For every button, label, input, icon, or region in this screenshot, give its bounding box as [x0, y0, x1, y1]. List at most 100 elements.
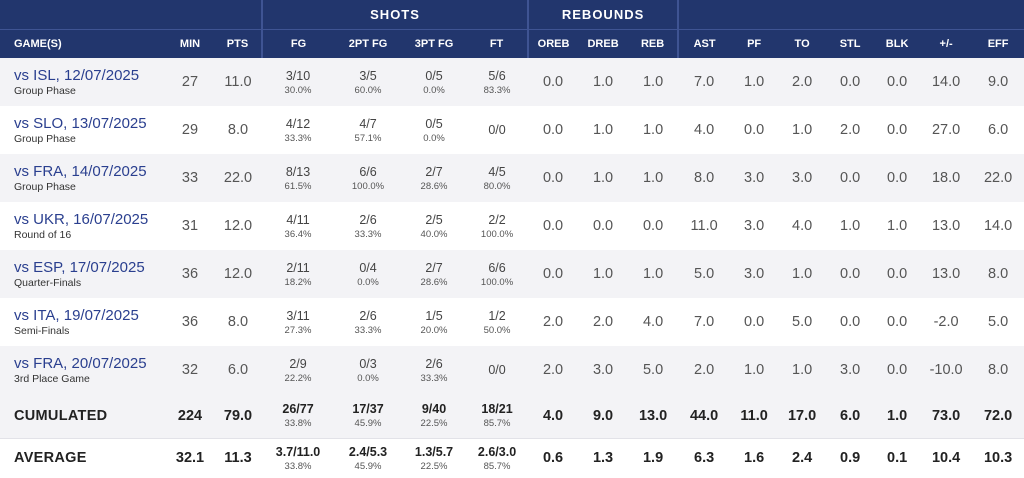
- game-min: 29: [166, 106, 214, 154]
- game-plus-minus: -10.0: [920, 346, 973, 394]
- game-opponent-link[interactable]: vs ITA, 19/07/2025: [14, 307, 139, 324]
- game-to: 4.0: [778, 202, 827, 250]
- game-2pt: 2/6 33.3%: [334, 298, 403, 346]
- game-ft: 4/5 80.0%: [466, 154, 529, 202]
- cumulated-fg: 26/77 33.8%: [262, 394, 335, 438]
- game-opponent-link[interactable]: vs FRA, 20/07/2025: [14, 355, 147, 372]
- game-3pt-made: 2/5: [425, 212, 443, 227]
- game-fg-made: 2/9: [289, 356, 307, 371]
- cumulated-ft: 18/21 85.7%: [466, 394, 529, 438]
- game-2pt-pct: 33.3%: [354, 324, 382, 336]
- col-header-2pt-fg[interactable]: 2PT FG: [334, 28, 403, 58]
- game-opponent-link[interactable]: vs ISL, 12/07/2025: [14, 67, 140, 84]
- cumulated-2pt-made: 17/37: [352, 402, 384, 417]
- col-header-ft[interactable]: FT: [466, 28, 529, 58]
- game-pts: 12.0: [214, 250, 263, 298]
- col-header-pts[interactable]: PTS: [214, 28, 263, 58]
- col-header-min[interactable]: MIN: [166, 28, 214, 58]
- col-header-dreb[interactable]: DREB: [578, 28, 629, 58]
- game-row: vs ISL, 12/07/2025 Group Phase 27 11.0 3/10 3…: [0, 58, 1024, 106]
- game-ast: 2.0: [678, 346, 731, 394]
- game-fg-pct: 18.2%: [284, 276, 312, 288]
- game-ast: 7.0: [678, 58, 731, 106]
- average-2pt: 2.4/5.3 45.9%: [334, 437, 403, 478]
- col-header-eff[interactable]: EFF: [972, 28, 1024, 58]
- col-header-fg[interactable]: FG: [261, 28, 335, 58]
- col-header-blk[interactable]: BLK: [874, 28, 921, 58]
- game-fg-made: 4/11: [286, 212, 310, 227]
- game-stage: Round of 16: [14, 229, 72, 241]
- game-3pt-pct: 33.3%: [420, 372, 448, 384]
- cumulated-pts: 79.0: [214, 394, 263, 438]
- cumulated-3pt: 9/40 22.5%: [402, 394, 467, 438]
- game-oreb: 0.0: [528, 154, 579, 202]
- average-ast: 6.3: [678, 437, 731, 478]
- game-opponent-link[interactable]: vs UKR, 16/07/2025: [14, 211, 149, 228]
- game-2pt-pct: 33.3%: [354, 228, 382, 240]
- game-ft-made: 1/2: [488, 308, 506, 323]
- cumulated-2pt: 17/37 45.9%: [334, 394, 403, 438]
- col-header-3pt-fg[interactable]: 3PT FG: [402, 28, 467, 58]
- game-2pt-pct: 0.0%: [357, 276, 379, 288]
- game-2pt-pct: 60.0%: [354, 84, 382, 96]
- col-header-pf[interactable]: PF: [730, 28, 779, 58]
- average-eff: 10.3: [972, 437, 1024, 478]
- game-2pt: 6/6 100.0%: [334, 154, 403, 202]
- cumulated-oreb: 4.0: [528, 394, 579, 438]
- cumulated-stl: 6.0: [826, 394, 875, 438]
- game-min: 36: [166, 250, 214, 298]
- game-2pt: 4/7 57.1%: [334, 106, 403, 154]
- cumulated-min: 224: [166, 394, 214, 438]
- col-header-oreb[interactable]: OREB: [527, 28, 579, 58]
- game-pts: 22.0: [214, 154, 263, 202]
- average-to: 2.4: [778, 437, 827, 478]
- game-3pt-made: 0/5: [425, 116, 443, 131]
- average-2pt-made: 2.4/5.3: [348, 444, 388, 459]
- game-2pt: 3/5 60.0%: [334, 58, 403, 106]
- game-ast: 11.0: [678, 202, 731, 250]
- col-header-plus-minus[interactable]: +/-: [920, 28, 973, 58]
- average-row: AVERAGE 32.1 11.3 3.7/11.0 33.8% 2.4/5.3 4…: [0, 437, 1024, 478]
- game-ft-pct: 100.0%: [480, 228, 514, 240]
- game-row: vs FRA, 20/07/2025 3rd Place Game 32 6.0 2/9…: [0, 346, 1024, 394]
- col-header-games[interactable]: GAME(S): [0, 28, 166, 58]
- game-blk: 0.0: [874, 58, 921, 106]
- game-3pt-pct: 40.0%: [420, 228, 448, 240]
- average-fg-pct: 33.8%: [284, 460, 312, 472]
- game-2pt-made: 6/6: [359, 164, 377, 179]
- cumulated-fg-pct: 33.8%: [284, 418, 312, 430]
- game-reb: 1.0: [628, 250, 679, 298]
- game-ft-pct: 100.0%: [480, 276, 514, 288]
- game-stl: 0.0: [826, 154, 875, 202]
- game-2pt-made: 3/5: [359, 68, 377, 83]
- cumulated-ft-made: 18/21: [481, 402, 513, 417]
- game-opponent-link[interactable]: vs SLO, 13/07/2025: [14, 115, 147, 132]
- game-row: vs ESP, 17/07/2025 Quarter-Finals 36 12.0 2/…: [0, 250, 1024, 298]
- average-ft-pct: 85.7%: [483, 460, 511, 472]
- col-header-ast[interactable]: AST: [677, 28, 731, 58]
- game-min: 36: [166, 298, 214, 346]
- average-min: 32.1: [166, 437, 214, 478]
- average-pts: 11.3: [214, 437, 263, 478]
- col-header-reb[interactable]: REB: [628, 28, 679, 58]
- game-opponent-link[interactable]: vs ESP, 17/07/2025: [14, 259, 145, 276]
- game-fg-pct: 61.5%: [284, 180, 312, 192]
- game-ft-pct: 80.0%: [483, 180, 511, 192]
- game-plus-minus: 27.0: [920, 106, 973, 154]
- game-rows: vs ISL, 12/07/2025 Group Phase 27 11.0 3/10 3…: [0, 58, 1024, 394]
- game-opponent-link[interactable]: vs FRA, 14/07/2025: [14, 163, 147, 180]
- average-blk: 0.1: [874, 437, 921, 478]
- cumulated-pf: 11.0: [730, 394, 779, 438]
- game-3pt: 0/5 0.0%: [402, 106, 467, 154]
- game-blk: 0.0: [874, 154, 921, 202]
- col-header-to[interactable]: TO: [778, 28, 827, 58]
- game-fg: 3/10 30.0%: [262, 58, 335, 106]
- game-oreb: 2.0: [528, 298, 579, 346]
- game-fg-pct: 22.2%: [284, 372, 312, 384]
- game-reb: 1.0: [628, 154, 679, 202]
- game-fg-made: 3/10: [285, 68, 311, 83]
- game-row: vs UKR, 16/07/2025 Round of 16 31 12.0 4/11 3…: [0, 202, 1024, 250]
- game-cell: vs UKR, 16/07/2025 Round of 16: [0, 202, 166, 250]
- col-header-stl[interactable]: STL: [826, 28, 875, 58]
- game-min: 33: [166, 154, 214, 202]
